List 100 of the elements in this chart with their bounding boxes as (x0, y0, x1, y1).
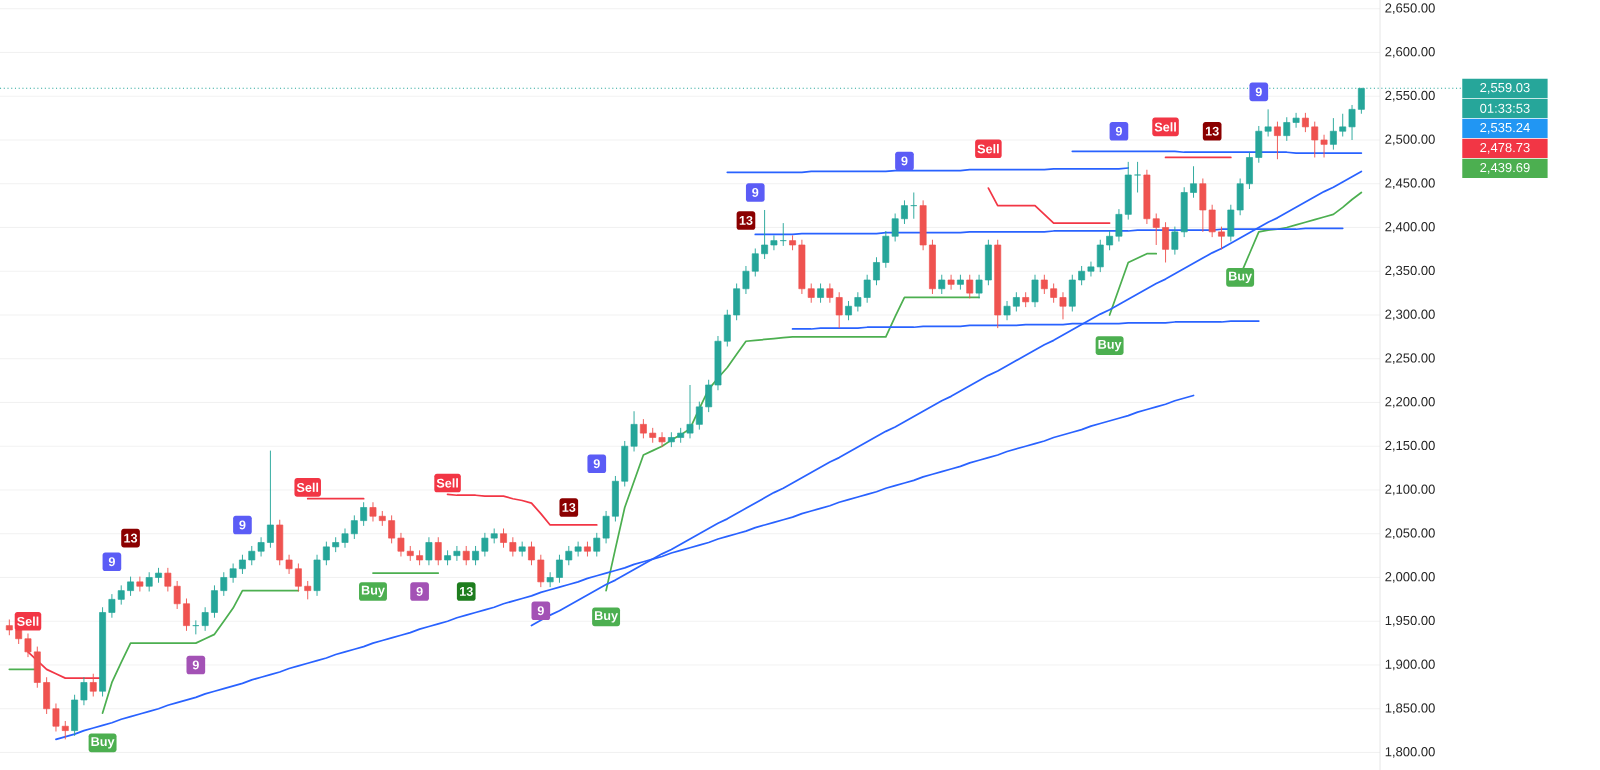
text: 13 (1205, 126, 1219, 136)
candlestick (211, 584, 218, 619)
candlestick (434, 536, 442, 566)
series-label: 9 (416, 587, 423, 596)
candlestick (947, 274, 955, 291)
candlestick (453, 545, 461, 562)
candlestick (304, 580, 312, 600)
candlestick (267, 450, 274, 549)
text: 9 (1115, 126, 1122, 136)
candlestick (845, 300, 852, 321)
text: 13 (124, 533, 138, 543)
text: 2,478.73 (1480, 142, 1530, 154)
candlestick (350, 514, 358, 540)
candlestick (1106, 230, 1114, 251)
candlestick (294, 563, 302, 592)
candlestick (239, 554, 246, 575)
candlestick (658, 431, 666, 448)
candlestick (975, 274, 983, 299)
candlestick (1320, 134, 1328, 158)
candlestick (145, 571, 153, 592)
candlestick (1311, 121, 1319, 158)
y-tick-label: 2,000.00 (1385, 572, 1435, 583)
candlestick (556, 554, 563, 584)
candlestick (248, 545, 256, 566)
candlestick (462, 545, 470, 566)
y-tick-label: 1,850.00 (1385, 703, 1435, 715)
candlestick (183, 598, 190, 632)
candlestick (24, 633, 32, 658)
candlestick (686, 384, 694, 439)
series-label: 9 (752, 188, 759, 197)
candlestick (901, 199, 908, 225)
candlestick (1162, 221, 1169, 263)
candlestick (1218, 226, 1225, 250)
candlestick (546, 571, 554, 588)
text: 13 (739, 215, 753, 225)
candlestick (257, 536, 265, 557)
candlestick (1050, 283, 1058, 304)
y-tick-label: 2,050.00 (1385, 528, 1435, 540)
y-tick-label: 2,150.00 (1385, 440, 1435, 452)
candlestick (52, 703, 60, 732)
candlestick (80, 676, 88, 706)
y-tick-label: 2,350.00 (1385, 265, 1435, 277)
text: Sell (977, 144, 999, 154)
candlestick (938, 274, 946, 295)
candlestick (761, 209, 769, 260)
text: 9 (901, 156, 908, 166)
candlestick (425, 536, 433, 566)
candlestick (873, 256, 880, 286)
candlestick (742, 265, 750, 295)
candlestick (1339, 113, 1347, 137)
candlestick (639, 418, 647, 439)
y-tick-label: 1,950.00 (1385, 615, 1435, 627)
candlestick (1040, 274, 1048, 295)
y-tick-label: 1,900.00 (1385, 659, 1435, 671)
candlestick (509, 536, 517, 557)
text: 2,535.24 (1480, 122, 1530, 134)
candlestick (1348, 104, 1356, 141)
text: 2,439.69 (1480, 162, 1530, 174)
candlestick (360, 501, 368, 527)
candlestick (1274, 121, 1281, 160)
series-label: Sell (17, 616, 39, 626)
series-label: 13 (562, 502, 576, 512)
candlestick (1003, 300, 1011, 321)
text: 9 (239, 520, 246, 530)
text: 9 (192, 660, 199, 670)
text: 9 (593, 459, 600, 469)
text: 9 (537, 606, 544, 616)
y-tick-label: 2,550.00 (1385, 90, 1435, 102)
candlestick (1078, 265, 1086, 286)
text: Sell (436, 478, 458, 488)
candlestick (1329, 117, 1337, 151)
y-tick-label: 2,650.00 (1385, 3, 1435, 15)
candlestick (136, 576, 144, 592)
series-label: 13 (459, 586, 473, 596)
candlestick (201, 606, 209, 632)
text: 01:33:53 (1480, 103, 1530, 113)
text: 9 (1255, 87, 1262, 97)
candlestick (1059, 291, 1067, 320)
y-tick-label: 2,200.00 (1385, 397, 1435, 408)
y-tick-label: 2,300.00 (1385, 309, 1435, 321)
candlestick (500, 528, 507, 549)
y-tick-label: 2,500.00 (1385, 134, 1435, 146)
y-tick-label: 2,600.00 (1385, 47, 1435, 58)
candlestick (528, 541, 535, 566)
candlestick (705, 379, 713, 413)
y-tick-label: 2,450.00 (1385, 178, 1435, 190)
candlestick (602, 510, 610, 544)
y-tick-label: 1,800.00 (1385, 747, 1435, 758)
candlestick (341, 528, 349, 549)
ref-line-label: 2,559.03 (1480, 82, 1530, 94)
candlestick (1087, 261, 1095, 277)
candlestick (1115, 208, 1123, 242)
y-tick-label: 2,400.00 (1385, 222, 1435, 233)
candlestick (1134, 161, 1141, 193)
candlestick (397, 532, 405, 557)
candlestick (472, 545, 479, 566)
text: Sell (1154, 122, 1176, 132)
candlestick (61, 720, 69, 740)
candlestick (966, 274, 974, 299)
candlestick (322, 541, 330, 566)
